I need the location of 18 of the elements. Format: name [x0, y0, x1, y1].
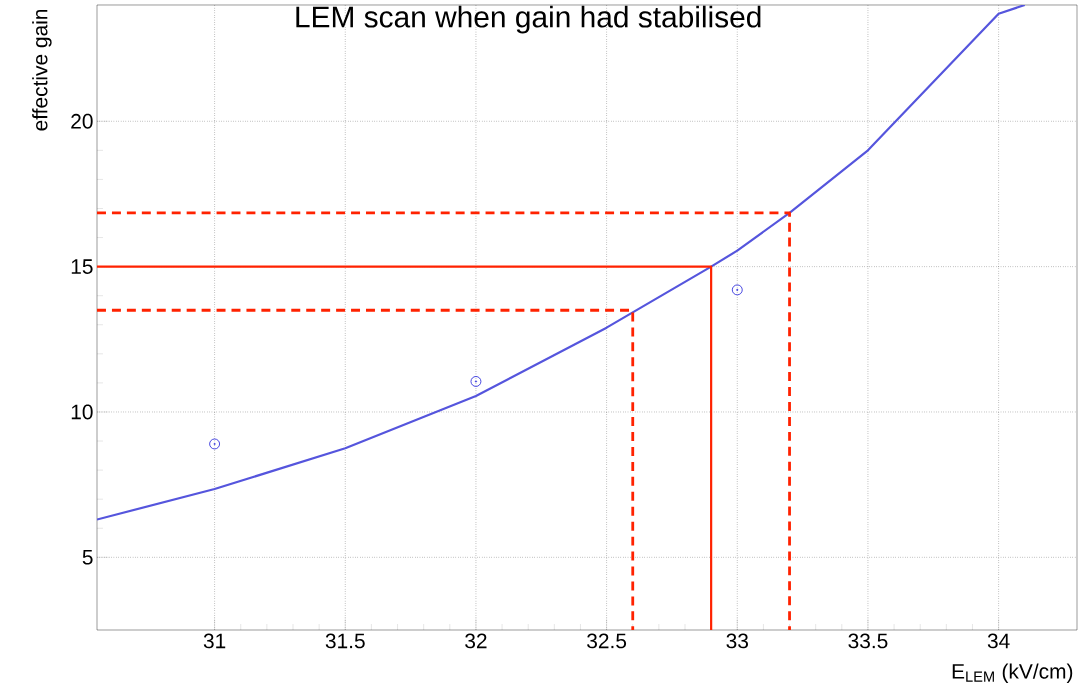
- y-tick-label: 15: [71, 259, 93, 274]
- line-series: [97, 4, 1026, 521]
- chart-title: LEM scan when gain had stabilised: [296, 5, 761, 34]
- x-tick-label: 31: [203, 633, 226, 649]
- x-tick-label: 34: [987, 633, 1010, 649]
- x-axis-title: E$_{LEM}$ (kV/cm): [952, 663, 1073, 683]
- y-tick-label: 20: [71, 113, 93, 129]
- x-tick-label: 32: [465, 633, 487, 649]
- x-tick-label: 31.5: [325, 633, 365, 649]
- y-tick-label: 5: [82, 550, 93, 565]
- point: [470, 376, 482, 387]
- point: [209, 438, 221, 450]
- x-tick-label: 32.5: [587, 633, 627, 649]
- x-tick-label: 33.5: [848, 633, 888, 649]
- point: [731, 284, 743, 296]
- y-axis-title: effective gain: [32, 9, 52, 131]
- y-tick-label: 10: [71, 404, 93, 420]
- x-tick-label: 33: [726, 633, 748, 649]
